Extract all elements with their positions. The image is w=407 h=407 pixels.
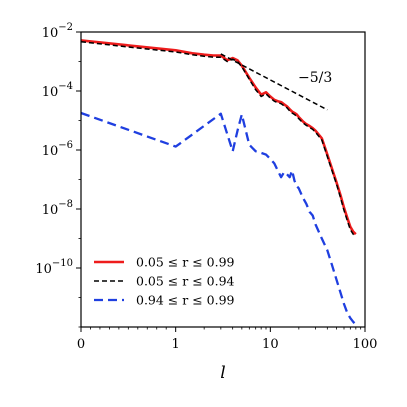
reference-slope-line [220, 53, 328, 111]
y-tick-label: 10−2 [42, 22, 73, 41]
legend-label-0: 0.05 ≤ r ≤ 0.99 [136, 255, 235, 270]
x-axis-label: l [220, 363, 225, 383]
x-tick-label: 1 [172, 337, 180, 352]
axes-layer: 0 1 10 100 10−2 10−4 10−6 10−8 10−10 [35, 22, 377, 352]
series-layer [80, 39, 357, 326]
y-tick-label: 10−8 [42, 199, 73, 218]
series-line-2 [80, 111, 357, 326]
y-tick-label: 10−10 [35, 258, 73, 277]
reference-line-layer: −5/3 [220, 53, 332, 111]
y-tick-label: 10−6 [42, 140, 73, 159]
series-line-1 [80, 40, 357, 237]
x-tick-label: 10 [262, 337, 279, 352]
legend-label-1: 0.05 ≤ r ≤ 0.94 [136, 274, 235, 289]
legend-label-2: 0.94 ≤ r ≤ 0.99 [136, 293, 235, 308]
x-tick-label: 0 [77, 337, 85, 352]
reference-slope-label: −5/3 [298, 70, 332, 86]
y-tick-label: 10−4 [42, 81, 73, 100]
x-tick-label: 100 [353, 337, 378, 352]
legend: 0.05 ≤ r ≤ 0.99 0.05 ≤ r ≤ 0.94 0.94 ≤ r ≤… [94, 255, 235, 308]
